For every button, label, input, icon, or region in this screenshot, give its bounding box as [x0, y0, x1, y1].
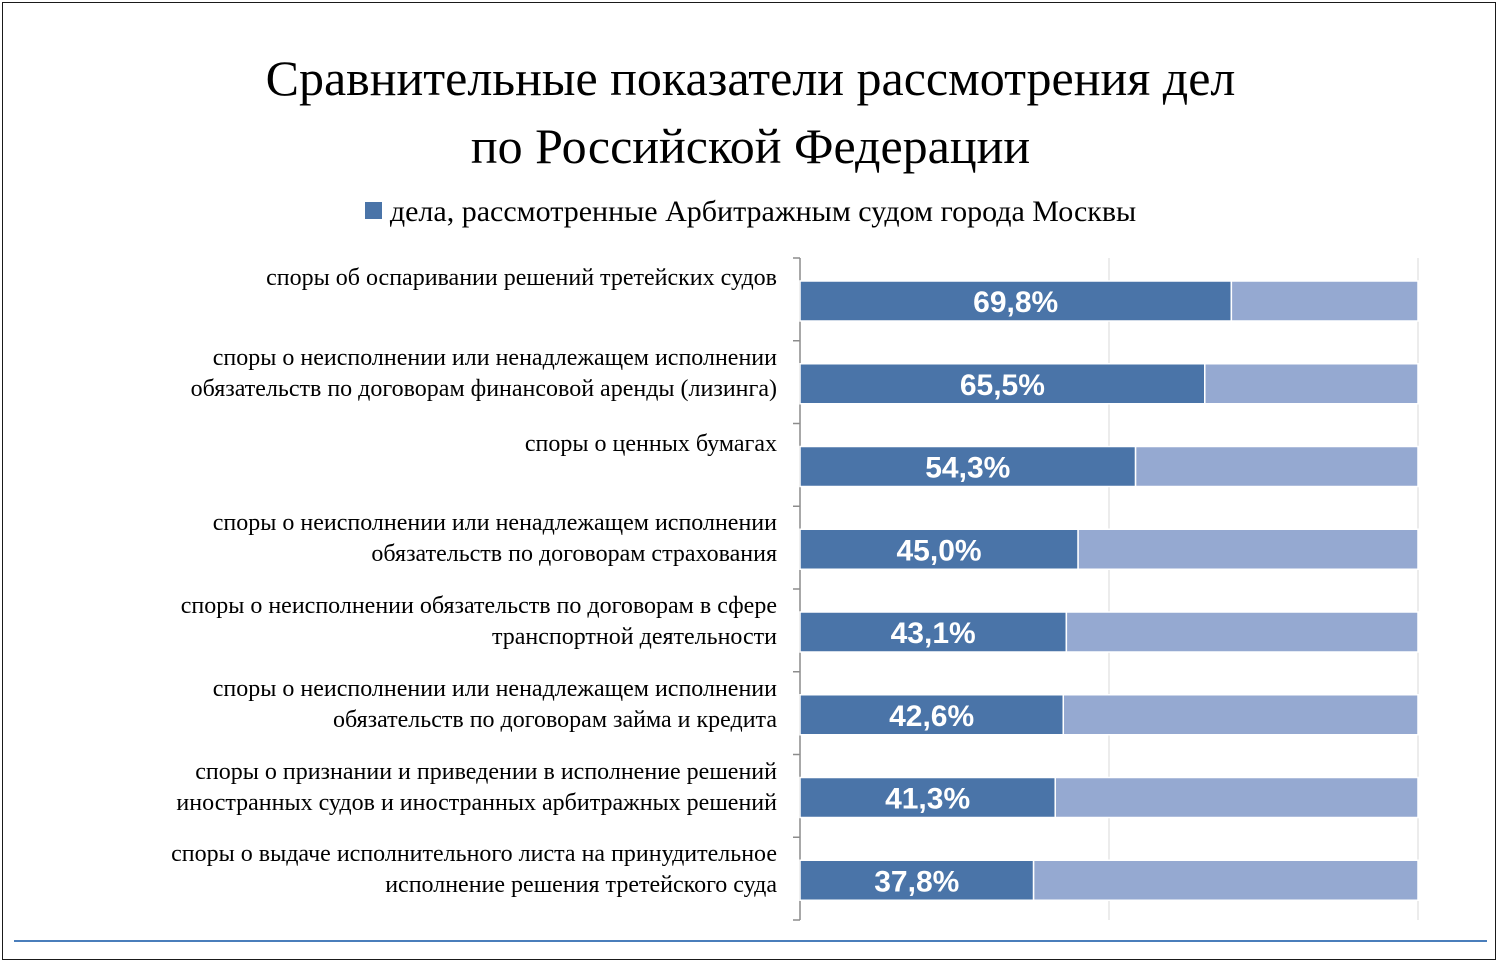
- category-label-6: споры о признании и приведении в исполне…: [57, 757, 777, 819]
- category-label-4: споры о неисполнении обязательств по дог…: [57, 591, 777, 653]
- category-label-line: споры о неисполнении или ненадлежащем ис…: [212, 510, 777, 537]
- bar-secondary-1: [1204, 363, 1419, 405]
- category-label-line: споры о неисполнении или ненадлежащем ис…: [212, 344, 777, 371]
- bar-secondary-5: [1062, 694, 1419, 736]
- category-label-3: споры о неисполнении или ненадлежащем ис…: [57, 508, 777, 570]
- data-label-2: 54,3%: [925, 452, 1010, 485]
- category-label-line: обязательств по договорам займа и кредит…: [333, 706, 777, 733]
- bar-secondary-6: [1054, 776, 1419, 819]
- bar-primary-3: [799, 528, 1079, 570]
- data-label-6: 41,3%: [885, 783, 970, 816]
- data-label-7: 37,8%: [874, 865, 959, 898]
- bar-primary-1: [799, 363, 1206, 405]
- bar-secondary-0: [1230, 280, 1419, 322]
- category-label-5: споры о неисполнении или ненадлежащем ис…: [57, 674, 777, 736]
- category-label-line: споры о неисполнении обязательств по дог…: [180, 593, 777, 619]
- bar-secondary-2: [1134, 445, 1419, 488]
- data-label-5: 42,6%: [889, 700, 974, 733]
- category-label-line: споры о выдаче исполнительного листа на …: [171, 841, 777, 868]
- bar-primary-4: [799, 611, 1068, 653]
- chart-title-line-2: по Российской Федерации: [470, 118, 1031, 174]
- legend-swatch: [364, 202, 382, 219]
- category-label-2: споры о ценных бумагах: [57, 429, 777, 460]
- legend-label: дела, рассмотренные Арбитражным судом го…: [389, 195, 1137, 228]
- data-label-1: 65,5%: [960, 369, 1045, 402]
- bar-primary-5: [799, 694, 1065, 736]
- bar-primary-2: [799, 445, 1137, 488]
- category-label-line: споры о ценных бумагах: [524, 430, 777, 457]
- data-label-4: 43,1%: [891, 617, 976, 650]
- category-label-1: споры о неисполнении или ненадлежащем ис…: [57, 343, 777, 405]
- data-label-3: 45,0%: [897, 534, 982, 567]
- category-label-line: споры о признании и приведении в исполне…: [195, 758, 777, 785]
- category-label-line: исполнение решения третейского суда: [385, 872, 777, 899]
- bar-secondary-7: [1032, 859, 1419, 901]
- category-label-7: споры о выдаче исполнительного листа на …: [57, 839, 777, 901]
- category-label-line: иностранных судов и иностранных арбитраж…: [176, 789, 777, 816]
- chart-legend: дела, рассмотренные Арбитражным судом го…: [0, 192, 1501, 232]
- bottom-rule: [14, 940, 1487, 942]
- bar-secondary-4: [1065, 611, 1419, 653]
- category-label-line: обязательств по договорам страхования: [371, 541, 777, 568]
- bar-secondary-3: [1077, 528, 1419, 570]
- bar-primary-0: [799, 280, 1233, 322]
- category-label-line: споры об оспаривании решений третейских …: [266, 265, 777, 291]
- category-label-line: споры о неисполнении или ненадлежащем ис…: [212, 675, 777, 702]
- category-label-line: обязательств по договорам финансовой аре…: [190, 375, 777, 402]
- chart-title-line-1: Сравнительные показатели рассмотрения де…: [265, 50, 1236, 106]
- category-label-0: споры об оспаривании решений третейских …: [57, 263, 777, 294]
- category-label-line: транспортной деятельности: [491, 624, 777, 650]
- data-label-0: 69,8%: [973, 286, 1058, 319]
- bar-primary-7: [799, 859, 1035, 901]
